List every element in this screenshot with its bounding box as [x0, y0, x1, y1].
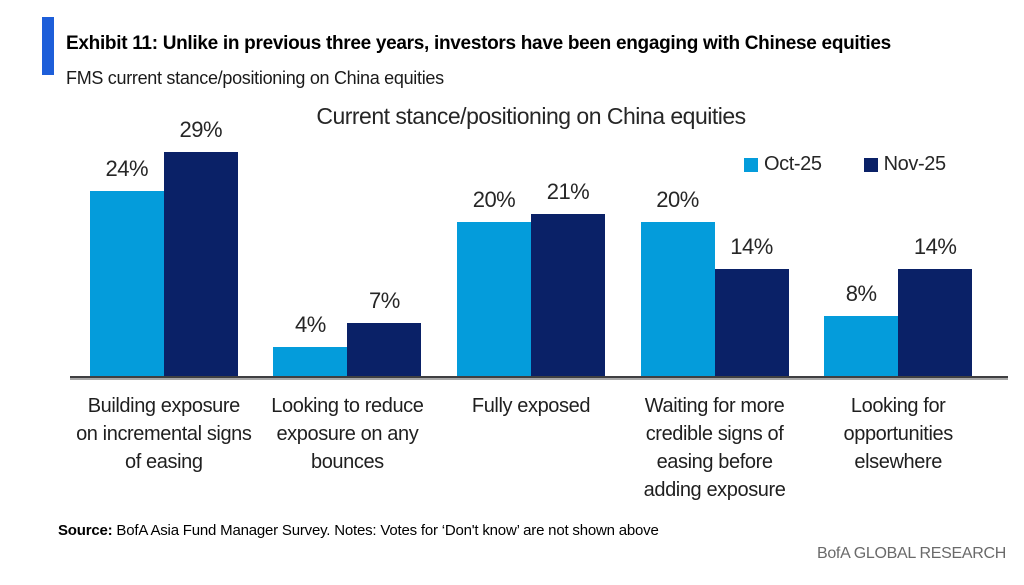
bar-nov-25 [714, 268, 789, 378]
category-cell: Fully exposed [439, 392, 623, 504]
category-label: Looking for opportunities elsewhere [843, 395, 954, 473]
bar-nov-25 [163, 151, 238, 378]
bar-value-label: 20% [656, 187, 699, 212]
source-label: Source: [58, 522, 113, 539]
category-label: Fully exposed [471, 395, 591, 417]
exhibit-accent-bar [42, 17, 54, 75]
bar-group-2: 4% 7% [256, 116, 440, 378]
legend-swatch-nov-25-icon [863, 157, 878, 172]
source-note: Source: BofA Asia Fund Manager Survey. N… [58, 522, 659, 539]
legend-item-nov-25: Nov-25 [863, 153, 946, 176]
legend-item-oct-25: Oct-25 [744, 153, 822, 176]
bar-column: 8% [824, 280, 899, 378]
category-cell: Looking to reduce exposure on any bounce… [256, 392, 440, 504]
bar-value-label: 29% [179, 116, 223, 142]
bar-column: 20% [640, 187, 715, 378]
bar-value-label: 20% [472, 187, 516, 212]
category-cell: Building exposure on incremental signs o… [72, 392, 256, 504]
bar-column: 29% [163, 116, 238, 378]
bar-oct-25 [456, 222, 531, 378]
exhibit-subtitle: FMS current stance/positioning on China … [66, 68, 444, 88]
bar-column: 20% [456, 187, 531, 378]
category-cell: Waiting for more credible signs of easin… [623, 392, 807, 504]
bar-oct-25 [273, 346, 348, 378]
bar-oct-25 [89, 190, 164, 378]
category-label: Building exposure on incremental signs o… [76, 395, 252, 473]
category-label: Waiting for more credible signs of easin… [643, 395, 786, 501]
legend-label-nov-25: Nov-25 [883, 153, 946, 175]
bar-value-label: 7% [368, 288, 400, 314]
bar-oct-25 [640, 222, 715, 378]
plot-area: 24% 29% 4% 7% 20% 21% 20% 14% 8% 14% [72, 116, 990, 378]
bar-group-1: 24% 29% [72, 116, 256, 378]
bar-nov-25 [347, 323, 422, 378]
category-label: Looking to reduce exposure on any bounce… [271, 395, 424, 473]
chart-legend: Oct-25 Nov-25 [744, 153, 946, 176]
bar-value-label: 14% [730, 233, 773, 259]
legend-label-oct-25: Oct-25 [764, 153, 822, 175]
bar-value-label: 14% [913, 233, 957, 259]
bar-column: 4% [273, 311, 348, 378]
bar-value-label: 24% [105, 155, 149, 181]
bar-oct-25 [824, 315, 899, 378]
bar-nov-25 [898, 268, 973, 378]
bar-group-5: 8% 14% [806, 116, 990, 378]
bar-column: 24% [89, 155, 164, 378]
bar-value-label: 8% [845, 280, 877, 306]
chart-title: Current stance/positioning on China equi… [316, 103, 746, 129]
source-text: BofA Asia Fund Manager Survey. Notes: Vo… [112, 522, 659, 539]
bar-value-label: 4% [294, 311, 326, 337]
exhibit-title: Exhibit 11: Unlike in previous three yea… [66, 32, 891, 54]
legend-swatch-oct-25-icon [744, 157, 758, 172]
category-cell: Looking for opportunities elsewhere [806, 392, 990, 504]
bar-column: 7% [347, 288, 422, 378]
bar-column: 14% [714, 233, 789, 378]
category-axis-labels: Building exposure on incremental signs o… [72, 392, 990, 504]
bar-column: 14% [898, 233, 973, 378]
bar-group-4: 20% 14% [623, 116, 807, 378]
bar-column: 21% [530, 179, 605, 378]
bar-group-3: 20% 21% [439, 116, 623, 378]
x-axis-line [70, 376, 1008, 380]
bar-value-label: 21% [546, 179, 590, 205]
bar-nov-25 [530, 214, 605, 378]
branding-text: BofA GLOBAL RESEARCH [816, 545, 1006, 562]
